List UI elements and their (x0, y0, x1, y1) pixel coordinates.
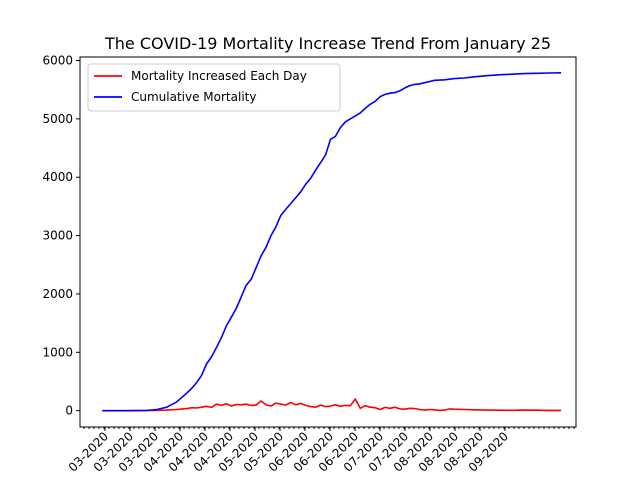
plot-area (79, 56, 577, 428)
axes-frame (79, 56, 577, 428)
legend-box (87, 63, 341, 112)
series-layer (102, 72, 562, 412)
series-line-daily-mortality (102, 398, 562, 412)
y-tick-label: 5000 (42, 112, 73, 126)
y-tick-label: 6000 (42, 54, 73, 68)
y-tick-label: 4000 (42, 170, 73, 184)
legend-label: Cumulative Mortality (131, 90, 256, 104)
y-tick-label: 3000 (42, 229, 73, 243)
series-line-cumulative-mortality (102, 72, 562, 412)
y-tick-label: 0 (65, 404, 73, 418)
y-tick-label: 1000 (42, 345, 73, 359)
legend: Mortality Increased Each Day Cumulative M… (87, 63, 341, 112)
legend-label: Mortality Increased Each Day (131, 69, 307, 83)
chart-title: The COVID-19 Mortality Increase Trend Fr… (104, 34, 551, 53)
y-tick-label: 2000 (42, 287, 73, 301)
y-axis: 0 1000 2000 3000 4000 5000 6000 (42, 54, 80, 418)
